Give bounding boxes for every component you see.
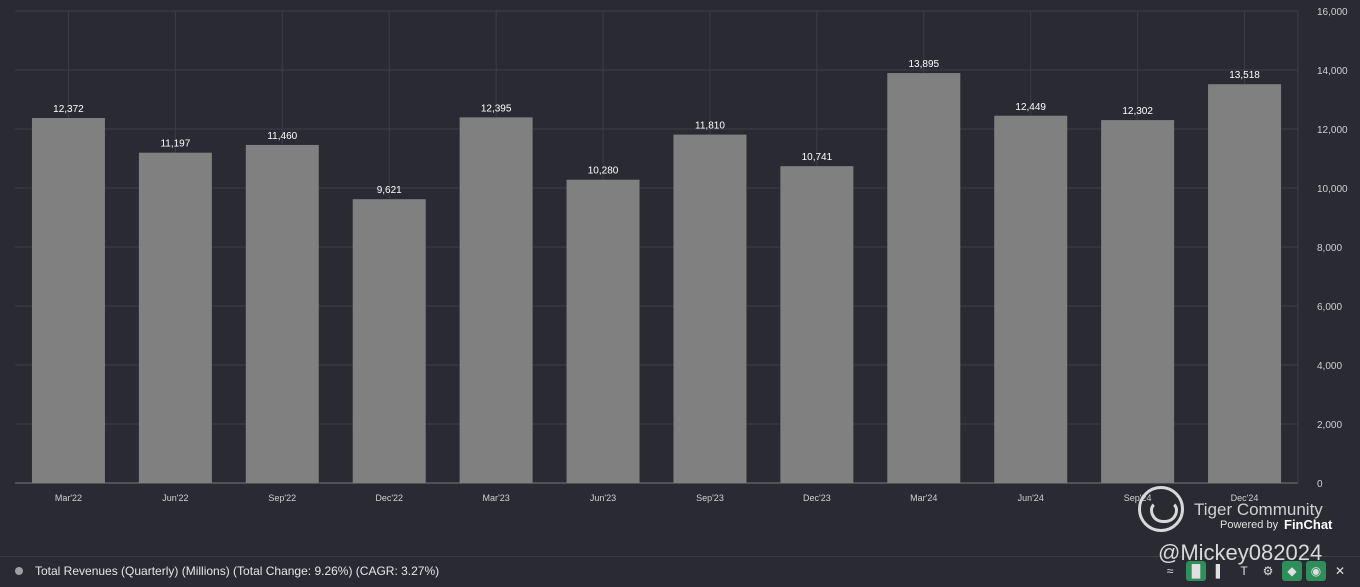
legend-marker[interactable] [15,567,23,575]
data-label: 13,518 [1229,70,1260,81]
x-tick-label: Dec'23 [803,493,831,503]
legend-label[interactable]: Total Revenues (Quarterly) (Millions) (T… [35,564,440,578]
bar[interactable] [459,117,533,483]
y-tick-label: 16,000 [1317,7,1348,18]
bar[interactable] [245,144,319,483]
x-tick-label: Mar'24 [910,493,937,503]
data-label: 13,895 [908,59,939,70]
bars: 12,372 11,197 11,460 9,621 12,395 10,280 11,81… [31,59,1282,484]
tiger-logo-icon [1138,486,1184,532]
bar[interactable] [31,118,105,483]
x-tick-label: Jun'23 [590,493,616,503]
y-tick-label: 10,000 [1317,184,1348,195]
data-label: 11,197 [160,139,190,150]
watermark-powered-by: Powered by [1220,519,1279,531]
data-label: 12,372 [53,104,84,115]
bar[interactable] [673,134,747,484]
x-tick-label: Mar'22 [55,493,82,503]
x-tick-label: Dec'24 [1231,493,1259,503]
close-icon[interactable]: ✕ [1334,564,1346,578]
watermark-user: @Mickey082024 [1158,540,1323,565]
bar-chart-small-icon[interactable]: ▌ [1215,564,1225,578]
gear-icon[interactable]: ⚙ [1262,564,1274,578]
data-label: 10,741 [802,152,833,163]
watermark-brand: FinChat [1284,517,1333,532]
bar[interactable] [352,199,426,484]
x-tick-label: Jun'24 [1018,493,1044,503]
watermark: Tiger Community Powered by FinChat [1138,486,1348,536]
y-tick-label: 12,000 [1317,125,1348,136]
y-tick-label: 0 [1317,479,1323,490]
x-tick-label: Jun'22 [162,493,188,503]
x-tick-label: Dec'22 [375,493,403,503]
data-label: 9,621 [377,185,402,196]
bar[interactable] [566,179,640,484]
y-tick-label: 14,000 [1317,66,1348,77]
trend-icon[interactable]: ≈ [1166,564,1174,578]
bar-chart-icon[interactable]: █ [1186,561,1206,581]
data-label: 12,449 [1015,102,1046,113]
eye-icon[interactable]: ◉ [1306,561,1326,581]
x-tick-label: Mar'23 [483,493,510,503]
tag-icon[interactable]: ◆ [1282,561,1302,581]
data-label: 12,395 [481,103,512,114]
bar[interactable] [1101,120,1175,483]
data-label: 12,302 [1122,106,1153,117]
x-tick-label: Sep'22 [268,493,296,503]
x-axis: Mar'22 Jun'22 Sep'22 Dec'22 Mar'23 Jun'23 Sep'… [55,493,1259,503]
y-tick-label: 8,000 [1317,243,1342,254]
bar[interactable] [887,73,961,483]
bar[interactable] [994,115,1068,483]
y-axis: 0 2,000 4,000 6,000 8,000 10,000 12,000 14,000 1… [1317,7,1348,490]
bar-chart: 12,372 11,197 11,460 9,621 12,395 10,280 11,81… [15,7,1348,503]
data-label: 11,460 [267,131,297,142]
bar[interactable] [780,166,854,483]
bar[interactable] [138,152,212,483]
legend-bar: Total Revenues (Quarterly) (Millions) (T… [0,556,1360,587]
watermark-title: Tiger Community [1194,500,1323,519]
x-tick-label: Sep'23 [696,493,724,503]
data-label: 11,810 [695,121,725,132]
y-tick-label: 2,000 [1317,420,1342,431]
text-cursor-icon[interactable]: T [1240,564,1248,578]
x-tick-label: Sep'24 [1124,493,1152,503]
data-label: 10,280 [588,166,619,177]
y-tick-label: 4,000 [1317,361,1342,372]
chart-toolbar: ≈ █ ▌ T ⚙ ◆ ◉ ✕ [1160,561,1356,581]
bar[interactable] [1208,84,1282,484]
y-tick-label: 6,000 [1317,302,1342,313]
